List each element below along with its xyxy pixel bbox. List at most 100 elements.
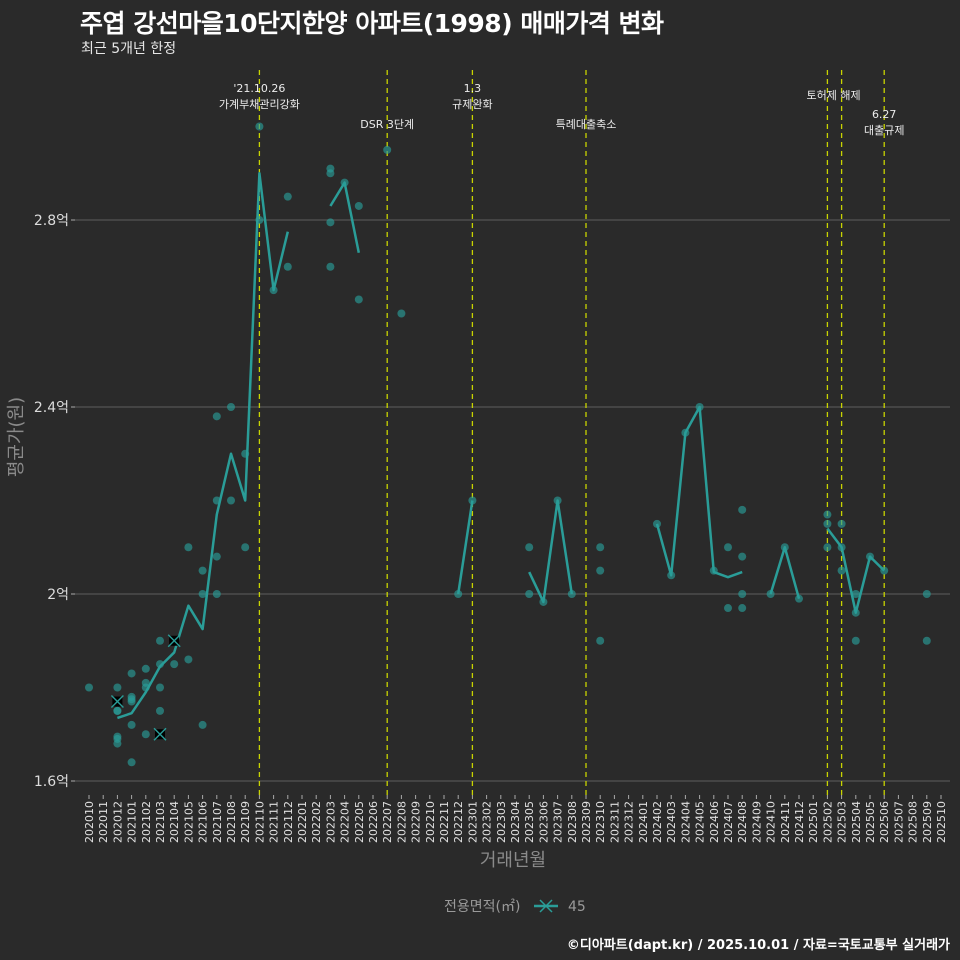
- event-label: 규제완화: [452, 98, 492, 111]
- x-tick-label: 202307: [552, 801, 565, 843]
- transaction-point: [255, 122, 264, 131]
- x-tick-label: 202507: [892, 801, 905, 843]
- x-tick-label: 202306: [537, 801, 550, 843]
- transaction-point: [255, 216, 264, 224]
- x-tick-label: 202206: [367, 801, 380, 843]
- transaction-point: [326, 218, 335, 227]
- transaction-point: [667, 571, 676, 580]
- x-tick-label: 202301: [466, 801, 479, 843]
- transaction-point: [454, 590, 463, 598]
- transaction-point: [85, 683, 93, 692]
- transaction-point: [269, 286, 278, 295]
- event-label: 대출규제: [864, 124, 904, 137]
- x-tick-label: 202105: [182, 801, 195, 843]
- legend-entry-45: 45: [568, 899, 586, 915]
- y-axis-title: 평균가(원): [6, 397, 27, 477]
- transaction-point: [653, 519, 661, 528]
- transaction-point: [397, 309, 406, 318]
- transaction-point: [823, 510, 832, 519]
- x-tick-label: 202311: [608, 801, 621, 843]
- x-tick-label: 202502: [821, 801, 834, 843]
- transaction-point: [922, 590, 931, 598]
- transaction-point: [738, 505, 747, 514]
- average-line-segment: [456, 500, 474, 595]
- transaction-point: [156, 683, 164, 692]
- cancelled-marker-stroke: [153, 727, 167, 741]
- transaction-point: [567, 590, 576, 598]
- event-label: 가계부채관리강화: [219, 98, 300, 111]
- x-tick-label: 202504: [850, 801, 863, 843]
- x-tick-label: 202310: [594, 801, 607, 843]
- event-label: '21.10.26: [233, 82, 285, 95]
- transaction-point: [127, 720, 136, 729]
- event-label: 토허제 해제: [807, 88, 861, 102]
- x-axis-ticks: 202010 202011 202012 202101 202102 202103 2021…: [83, 795, 948, 843]
- transaction-point: [113, 706, 122, 715]
- transaction-point: [156, 660, 164, 669]
- x-tick-label: 202509: [921, 801, 934, 843]
- transaction-point: [212, 496, 221, 505]
- transaction-point: [227, 496, 235, 505]
- transaction-point: [866, 552, 874, 561]
- transaction-point: [823, 543, 832, 552]
- transaction-point: [738, 604, 747, 613]
- x-tick-label: 202202: [310, 801, 323, 843]
- transaction-point: [837, 519, 846, 528]
- x-tick-label: 202409: [750, 801, 763, 843]
- x-tick-label: 202110: [253, 801, 266, 843]
- x-tick-label: 202207: [381, 801, 394, 843]
- transaction-point: [241, 543, 250, 552]
- transaction-point: [198, 566, 207, 575]
- x-axis-title: 거래년월: [480, 850, 546, 871]
- x-tick-label: 202405: [694, 801, 707, 843]
- average-line-segment: [769, 546, 801, 600]
- event-label: 특례대출축소: [556, 118, 617, 131]
- x-tick-label: 202211: [438, 801, 451, 843]
- x-tick-label: 202412: [793, 801, 806, 843]
- transaction-point: [156, 706, 164, 715]
- transaction-point: [127, 697, 136, 706]
- transaction-point: [525, 543, 534, 552]
- x-tick-label: 202103: [154, 801, 167, 843]
- legend-line-x-icon: [534, 899, 558, 913]
- cancelled-deal-x-icon: [153, 727, 167, 741]
- transaction-point: [525, 590, 534, 598]
- x-tick-label: 202402: [651, 801, 664, 843]
- transaction-point: [141, 683, 150, 692]
- transaction-point: [823, 519, 832, 528]
- x-tick-label: 202404: [679, 801, 692, 843]
- x-tick-label: 202501: [807, 801, 820, 843]
- event-label: DSR 3단계: [360, 118, 414, 131]
- y-tick-label: 2.4억: [34, 400, 69, 416]
- x-tick-label: 202506: [878, 801, 891, 843]
- transaction-point: [326, 262, 335, 271]
- transaction-point: [354, 295, 363, 304]
- transaction-point: [681, 428, 690, 437]
- x-tick-label: 202309: [580, 801, 593, 843]
- x-tick-label: 202011: [97, 801, 110, 843]
- x-tick-label: 202305: [523, 801, 536, 843]
- transaction-point: [880, 566, 889, 575]
- x-tick-label: 202508: [907, 801, 920, 843]
- x-tick-label: 202111: [268, 801, 281, 843]
- transaction-point: [141, 730, 150, 739]
- transaction-point: [738, 590, 747, 598]
- transaction-point: [738, 552, 747, 561]
- transaction-point: [724, 604, 732, 613]
- transaction-point: [326, 169, 335, 178]
- transaction-point: [795, 594, 803, 603]
- y-axis-ticks: 1.6억 2억 2.4억 2.8억: [34, 213, 75, 790]
- x-tick-label: 202302: [481, 801, 494, 843]
- x-tick-label: 202104: [168, 801, 181, 843]
- x-tick-label: 202203: [324, 801, 337, 843]
- x-tick-label: 202510: [935, 801, 948, 843]
- transaction-point: [127, 758, 136, 767]
- transaction-point: [156, 636, 164, 645]
- average-line-segment: [826, 527, 886, 614]
- event-label: 1.3: [464, 82, 482, 95]
- transaction-point: [198, 590, 207, 598]
- transaction-point: [553, 496, 562, 505]
- transaction-point: [212, 590, 221, 598]
